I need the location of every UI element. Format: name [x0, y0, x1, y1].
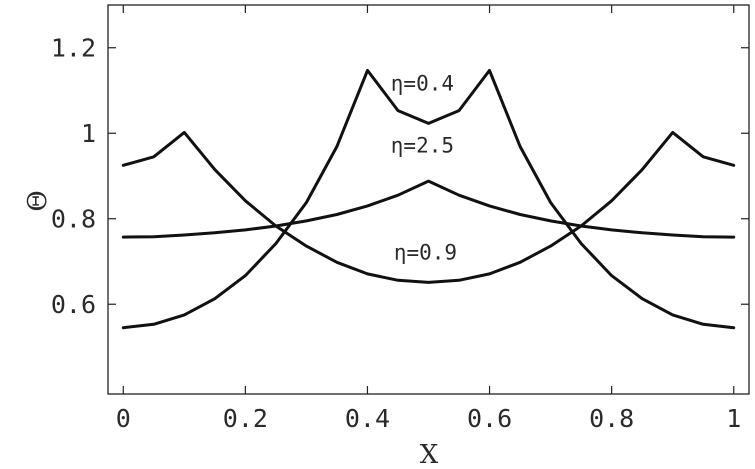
x-tick-labels: 0 0.2 0.4 0.6 0.8 1 [116, 404, 742, 433]
curve-label: η=0.4 [391, 71, 454, 95]
curve-annotations: η=0.4 η=2.5 η=0.9 [391, 71, 457, 264]
x-tick-label: 0.2 [223, 404, 268, 433]
y-tick-label: 0.8 [51, 205, 96, 234]
y-tick-labels: 0.6 0.8 1 1.2 [51, 34, 96, 319]
plot-frame [107, 4, 750, 395]
x-axis-title: X [420, 440, 439, 469]
x-tick-label: 0.6 [467, 404, 512, 433]
curve-label: η=2.5 [391, 133, 454, 157]
curves [121, 68, 736, 330]
x-tick-label: 0.8 [589, 404, 634, 433]
x-tick-label: 0.4 [345, 404, 390, 433]
series-line-2 [121, 130, 736, 284]
series-line-1 [121, 68, 736, 330]
x-tick-label: 0 [116, 404, 131, 433]
curve-label: η=0.9 [394, 240, 457, 264]
axis-ticks [108, 5, 749, 394]
series-line-3 [121, 179, 736, 239]
y-tick-label: 1.2 [51, 34, 96, 63]
y-tick-label: 0.6 [51, 290, 96, 319]
y-tick-label: 1 [81, 119, 96, 148]
x-tick-label: 1 [726, 404, 741, 433]
y-axis-title: Θ [23, 190, 53, 211]
